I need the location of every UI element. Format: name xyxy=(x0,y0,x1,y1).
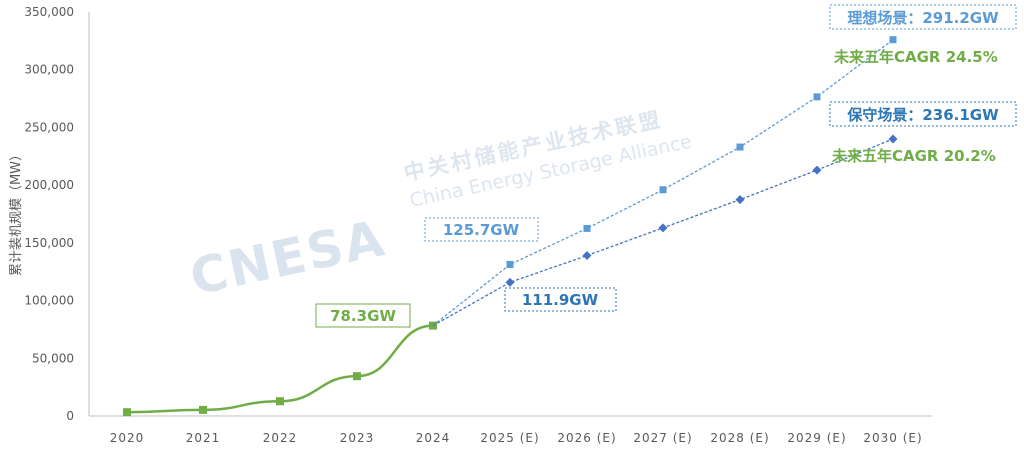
data-point-conservative xyxy=(505,277,515,287)
series-conservative xyxy=(432,134,898,327)
label-2024-box: 78.3GW xyxy=(315,303,411,328)
label-ideal-2030: 理想场景：291.2GW xyxy=(847,9,999,27)
y-tick-label: 150,000 xyxy=(24,236,74,250)
data-point-historical xyxy=(353,372,361,381)
y-tick-label: 200,000 xyxy=(24,178,74,192)
label-conservative-2030-box: 保守场景：236.1GW xyxy=(829,101,1017,127)
x-tick-label: 2022 xyxy=(263,431,298,445)
y-axis-label: 累计装机规模（MW） xyxy=(9,148,24,276)
data-point-conservative xyxy=(888,134,898,144)
data-point-conservative xyxy=(735,195,745,205)
data-point-conservative xyxy=(582,251,592,261)
x-tick-label: 2020 xyxy=(110,431,145,445)
x-tick-label: 2029 (E) xyxy=(787,431,846,445)
x-ticks: 2020 2021 2022 2023 2024 2025 (E) 2026 (E) 2027… xyxy=(110,431,922,445)
label-2025-conservative-box: 111.9GW xyxy=(504,287,617,312)
y-tick-label: 250,000 xyxy=(24,120,74,134)
x-tick-label: 2028 (E) xyxy=(710,431,769,445)
data-point-ideal xyxy=(583,224,591,232)
label-2025-ideal: 125.7GW xyxy=(443,221,520,239)
data-point-conservative xyxy=(812,165,822,175)
x-tick-label: 2030 (E) xyxy=(863,431,922,445)
data-point-historical xyxy=(276,397,284,406)
data-point-ideal xyxy=(889,36,897,44)
data-point-ideal xyxy=(813,93,821,101)
label-2025-ideal-box: 125.7GW xyxy=(424,217,539,242)
watermark: CNESA 中关村储能产业技术联盟 China Energy Storage A… xyxy=(185,107,694,307)
y-tick-label: 100,000 xyxy=(24,294,74,308)
series-historical xyxy=(123,321,437,417)
y-ticks: 0 50,000 100,000 150,000 200,000 250,000 300,0… xyxy=(24,5,74,423)
label-conservative-cagr: 未来五年CAGR 20.2% xyxy=(831,147,996,165)
series-layer xyxy=(123,36,898,417)
data-point-historical xyxy=(199,405,207,414)
x-tick-label: 2023 xyxy=(340,431,375,445)
data-point-conservative xyxy=(658,223,668,233)
label-2024: 78.3GW xyxy=(330,307,396,325)
y-tick-label: 350,000 xyxy=(24,5,74,19)
y-tick-label: 50,000 xyxy=(32,351,74,365)
data-point-historical xyxy=(123,408,131,417)
x-tick-label: 2025 (E) xyxy=(480,431,539,445)
series-ideal xyxy=(432,36,897,327)
x-tick-label: 2026 (E) xyxy=(557,431,616,445)
x-tick-label: 2024 xyxy=(416,431,451,445)
label-2025-conservative: 111.9GW xyxy=(522,291,599,309)
y-tick-label: 0 xyxy=(66,409,74,423)
data-point-ideal xyxy=(659,186,667,194)
watermark-logo: CNESA xyxy=(185,209,390,307)
annotations: 78.3GW 125.7GW 111.9GW 理想场景：291.2GW 未来五年… xyxy=(315,4,1017,328)
label-ideal-2030-box: 理想场景：291.2GW xyxy=(829,4,1017,30)
x-tick-label: 2027 (E) xyxy=(633,431,692,445)
label-conservative-2030: 保守场景：236.1GW xyxy=(846,106,999,124)
data-point-ideal xyxy=(506,260,514,268)
data-point-ideal xyxy=(736,143,744,151)
label-ideal-cagr: 未来五年CAGR 24.5% xyxy=(833,48,998,66)
y-tick-label: 300,000 xyxy=(24,63,74,77)
series-line-historical xyxy=(126,324,434,414)
x-tick-label: 2021 xyxy=(186,431,221,445)
